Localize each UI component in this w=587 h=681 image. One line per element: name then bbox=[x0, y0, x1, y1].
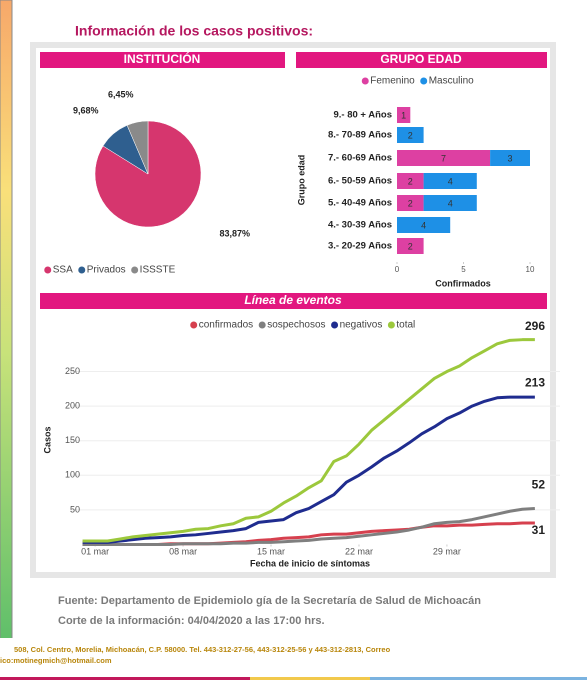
bar-label: 2 bbox=[408, 176, 413, 186]
bar bbox=[490, 150, 530, 166]
line-series bbox=[82, 395, 535, 544]
slice-label: 9,68% bbox=[73, 105, 99, 115]
legend-label: sospechosos bbox=[267, 320, 325, 331]
x-tick-label: 0 bbox=[395, 265, 400, 274]
heading: Información de los casos positivos: bbox=[75, 23, 313, 39]
x-tick-label: 10 bbox=[526, 265, 535, 274]
address: 508, Col. Centro, Morelia, Michoacán, C.… bbox=[14, 645, 391, 654]
y-tick-label: 9.- 80 + Años bbox=[333, 110, 392, 121]
bar-label: 1 bbox=[401, 110, 406, 120]
x-tick-label: 15 mar bbox=[257, 546, 285, 556]
x-tick-label: 29 mar bbox=[433, 546, 461, 556]
legend-marker bbox=[387, 321, 395, 329]
bar-label: 7 bbox=[441, 153, 446, 163]
legend-label: negativos bbox=[340, 320, 383, 331]
y-tick-label: 100 bbox=[65, 470, 80, 480]
y-tick-label: 3.- 20-29 Años bbox=[328, 241, 392, 252]
bar-label: 4 bbox=[448, 198, 453, 208]
x-tick-label: 5 bbox=[461, 265, 466, 274]
bar bbox=[423, 173, 477, 189]
x-tick-label: 22 mar bbox=[345, 546, 373, 556]
legend-marker bbox=[258, 321, 266, 329]
footer-box bbox=[0, 638, 587, 666]
y-tick-label: 150 bbox=[65, 435, 80, 445]
bar bbox=[397, 150, 491, 166]
bar bbox=[397, 107, 411, 123]
end-label: 52 bbox=[532, 478, 546, 492]
legend-marker bbox=[361, 77, 369, 85]
banner bbox=[40, 52, 285, 68]
bar-label: 2 bbox=[408, 241, 413, 251]
cutoff: Corte de la información: 04/04/2020 a la… bbox=[58, 615, 325, 627]
bar-label: 3 bbox=[508, 153, 513, 163]
banner bbox=[40, 293, 547, 309]
bar-label: 4 bbox=[421, 220, 426, 230]
legend-label: ISSSTE bbox=[140, 265, 176, 276]
legend-marker bbox=[131, 266, 139, 274]
y-tick-label: 250 bbox=[65, 366, 80, 376]
panel-inner bbox=[36, 48, 550, 572]
y-tick-label: 8.- 70-89 Años bbox=[328, 130, 392, 141]
bar bbox=[397, 217, 451, 233]
legend-label: SSA bbox=[53, 265, 73, 276]
end-label: 31 bbox=[532, 523, 546, 537]
rule bbox=[0, 677, 250, 680]
chart-title: INSTITUCIÓN bbox=[124, 51, 201, 66]
slice-label: 6,45% bbox=[108, 89, 134, 99]
banner bbox=[296, 52, 547, 68]
slice-label: 83,87% bbox=[219, 228, 250, 238]
bar bbox=[397, 238, 424, 254]
legend-label: Masculino bbox=[429, 76, 474, 87]
source: Fuente: Departamento de Epidemiolo gía d… bbox=[58, 595, 481, 607]
legend-marker bbox=[420, 77, 428, 85]
legend-marker bbox=[78, 266, 86, 274]
legend-marker bbox=[44, 266, 52, 274]
y-tick-label: 5.- 40-49 Años bbox=[328, 198, 392, 209]
legend-marker bbox=[190, 321, 198, 329]
bar bbox=[397, 173, 424, 189]
side-strip bbox=[0, 0, 13, 641]
y-tick-label: 7.- 60-69 Años bbox=[328, 153, 392, 164]
y-tick-label: 4.- 30-39 Años bbox=[328, 220, 392, 231]
legend-label: total bbox=[396, 320, 415, 331]
chart-title: GRUPO EDAD bbox=[380, 52, 462, 66]
y-tick-label: 6.- 50-59 Años bbox=[328, 176, 392, 187]
legend-marker bbox=[331, 321, 339, 329]
rule bbox=[370, 677, 587, 680]
line-series bbox=[82, 338, 535, 543]
y-tick-label: 50 bbox=[70, 504, 80, 514]
bar bbox=[423, 195, 477, 211]
x-tick-label: 08 mar bbox=[169, 546, 197, 556]
end-label: 213 bbox=[525, 375, 545, 389]
y-tick-label: 200 bbox=[65, 400, 80, 410]
email: ico:motinegmich@hotmail.com bbox=[0, 656, 112, 665]
rule bbox=[250, 677, 370, 680]
pie-slice bbox=[126, 120, 149, 175]
x-tick-label: 01 mar bbox=[81, 546, 109, 556]
x-axis-label: Confirmados bbox=[435, 278, 491, 288]
bar-label: 2 bbox=[408, 198, 413, 208]
y-axis-label: Casos bbox=[42, 426, 52, 453]
legend-label: confirmados bbox=[199, 320, 253, 331]
bar bbox=[397, 195, 424, 211]
bar-label: 2 bbox=[408, 130, 413, 140]
y-axis-label: Grupo edad bbox=[296, 155, 306, 206]
bar-label: 4 bbox=[448, 176, 453, 186]
chart-title: Línea de eventos bbox=[244, 293, 342, 307]
legend-label: Femenino bbox=[370, 76, 415, 87]
legend-label: Privados bbox=[87, 265, 126, 276]
line-series bbox=[82, 507, 535, 546]
bar bbox=[397, 127, 424, 143]
x-axis-label: Fecha de inicio de síntomas bbox=[250, 558, 370, 568]
end-label: 296 bbox=[525, 319, 545, 333]
